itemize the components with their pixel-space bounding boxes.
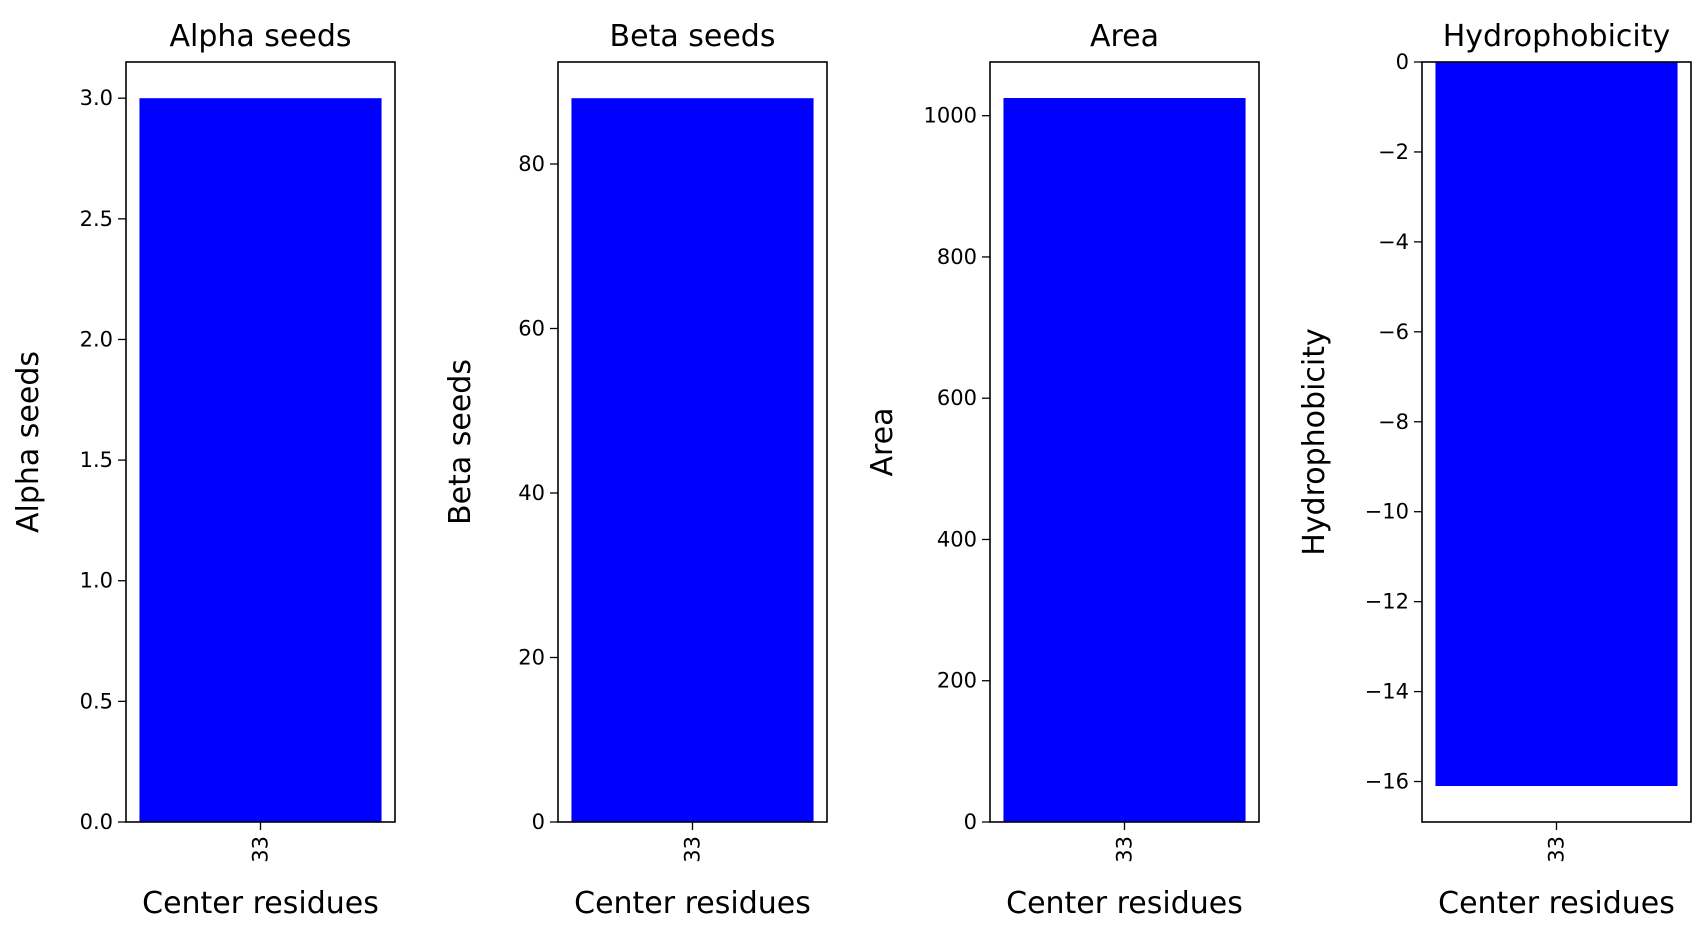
y-tick-label: −2 <box>1378 140 1409 164</box>
y-tick-label: 40 <box>518 481 545 505</box>
y-tick-label: −12 <box>1365 590 1409 614</box>
y-tick-label: 600 <box>937 386 977 410</box>
y-tick-label: 200 <box>937 669 977 693</box>
chart-title: Beta seeds <box>610 19 776 54</box>
y-tick-label: 0.0 <box>80 810 113 834</box>
y-tick-label: 0 <box>532 810 545 834</box>
bar <box>571 98 814 822</box>
y-tick-label: 400 <box>937 527 977 551</box>
bar <box>139 98 382 822</box>
chart-title: Area <box>1090 19 1159 54</box>
x-axis-label: Center residues <box>142 886 379 921</box>
y-tick-label: 60 <box>518 316 545 340</box>
y-axis-label: Area <box>865 407 900 476</box>
y-tick-label: 80 <box>518 152 545 176</box>
y-tick-label: −14 <box>1365 680 1409 704</box>
x-axis-label: Center residues <box>1006 886 1243 921</box>
axes-frame <box>557 61 828 823</box>
y-axis-label: Alpha seeds <box>11 351 46 533</box>
x-tick-label: 33 <box>249 836 273 863</box>
y-tick-label: 0.5 <box>80 689 113 713</box>
y-tick-label: 0 <box>964 810 977 834</box>
y-axis-label: Beta seeds <box>443 359 478 525</box>
x-tick-label: 33 <box>1113 836 1137 863</box>
y-tick-label: 3.0 <box>80 86 113 110</box>
chart-panel-4: 33 0 −2 −4 −6 −8 −10 −12 −14 −16 Hydrophobicity Cen… <box>1297 19 1692 921</box>
y-tick-label: −6 <box>1378 320 1409 344</box>
x-tick-label: 33 <box>1545 836 1569 863</box>
y-tick-label: 800 <box>937 245 977 269</box>
axes-frame <box>125 61 396 823</box>
y-tick-label: 1000 <box>924 104 977 128</box>
axes-frame <box>1421 61 1692 823</box>
y-tick-label: −16 <box>1365 770 1409 794</box>
y-tick-label: 2.0 <box>80 327 113 351</box>
y-tick-label: 2.5 <box>80 207 113 231</box>
y-tick-label: 0 <box>1396 50 1409 74</box>
y-tick-label: −10 <box>1365 500 1409 524</box>
bar <box>1435 62 1678 787</box>
chart-panel-2: 33 0 20 40 60 80 Beta seeds Center residues Beta… <box>443 19 828 921</box>
axes-frame <box>989 61 1260 823</box>
bar <box>1003 98 1246 822</box>
x-axis-label: Center residues <box>1438 886 1675 921</box>
y-tick-label: 1.5 <box>80 448 113 472</box>
y-tick-label: −4 <box>1378 230 1409 254</box>
chart-panel-3: 33 0 200 400 600 800 1000 Area Center residues Ar… <box>865 19 1260 921</box>
chart-panel-1: 33 0.0 0.5 1.0 1.5 2.0 2.5 3.0 Alpha seeds Center… <box>11 19 396 921</box>
y-axis-label: Hydrophobicity <box>1297 328 1332 556</box>
y-tick-label: 1.0 <box>80 569 113 593</box>
chart-title: Alpha seeds <box>169 19 351 54</box>
chart-title: Hydrophobicity <box>1443 19 1671 54</box>
x-axis-label: Center residues <box>574 886 811 921</box>
y-tick-label: 20 <box>518 645 545 669</box>
y-tick-label: −8 <box>1378 410 1409 434</box>
x-tick-label: 33 <box>681 836 705 863</box>
